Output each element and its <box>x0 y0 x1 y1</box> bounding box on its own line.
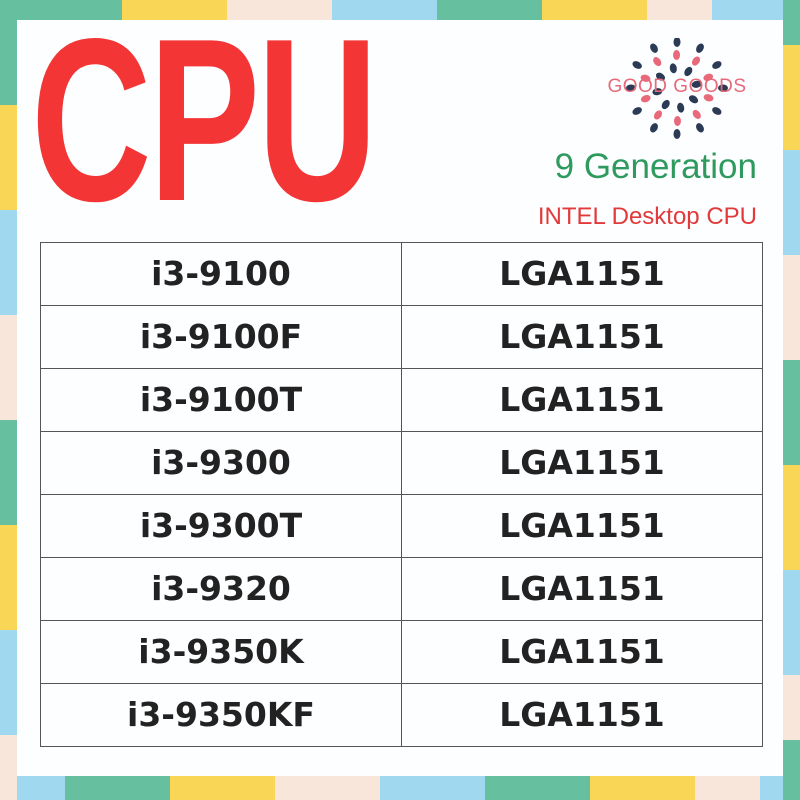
frame-left <box>0 0 17 800</box>
cell-model: i3-9350K <box>40 620 402 684</box>
logo-petal <box>712 107 722 115</box>
frame-top <box>0 0 800 20</box>
cell-socket: LGA1151 <box>401 305 763 369</box>
logo-petal <box>718 84 728 92</box>
table-row: i3-9100F LGA1151 <box>40 305 763 369</box>
table-row: i3-9100 LGA1151 <box>40 242 763 306</box>
logo-petal <box>673 115 681 126</box>
cell-socket: LGA1151 <box>401 242 763 306</box>
table-row: i3-9300T LGA1151 <box>40 494 763 558</box>
cell-socket: LGA1151 <box>401 368 763 432</box>
logo-petal <box>703 94 714 102</box>
logo-petal <box>640 94 651 103</box>
table-row: i3-9350KF LGA1151 <box>40 683 763 747</box>
cell-socket: LGA1151 <box>401 683 763 747</box>
logo-petal <box>661 99 670 110</box>
title: CPU <box>31 0 378 250</box>
cell-model: i3-9320 <box>40 557 402 621</box>
frame-right <box>783 0 800 800</box>
logo-petal <box>673 50 681 61</box>
logo-petal <box>650 43 658 53</box>
frame-bottom <box>0 776 800 800</box>
cpu-table: i3-9100 LGA1151 i3-9100F LGA1151 i3-9100T LGA… <box>40 242 763 747</box>
cell-model: i3-9100 <box>40 242 402 306</box>
logo-petal <box>653 110 663 120</box>
logo-petal <box>691 80 702 88</box>
logo-petal <box>669 63 677 74</box>
logo-petal <box>655 72 666 81</box>
brand-name: GOOD GOODS <box>607 76 747 97</box>
logo-petal <box>684 66 693 77</box>
logo-petal <box>692 109 701 119</box>
logo-petal <box>673 129 681 139</box>
logo-petal <box>677 102 685 113</box>
cell-model: i3-9300 <box>40 431 402 495</box>
logo-petal <box>632 107 642 115</box>
logo-petal <box>691 56 701 66</box>
cell-socket: LGA1151 <box>401 494 763 558</box>
content-panel: CPU GOOD GOODS 9 Generation INTEL Deskto… <box>17 0 783 776</box>
logo-petal <box>703 73 714 82</box>
logo-petal <box>696 43 704 53</box>
logo-petal <box>653 57 662 67</box>
cell-socket: LGA1151 <box>401 557 763 621</box>
table-row: i3-9320 LGA1151 <box>40 557 763 621</box>
logo-petal <box>696 123 704 133</box>
logo-petal <box>673 37 681 47</box>
brand-logo: GOOD GOODS <box>602 37 752 142</box>
flower-logo-icon <box>626 37 728 139</box>
logo-petal <box>632 61 642 69</box>
logo-petal <box>626 84 636 92</box>
logo-petal <box>688 95 699 104</box>
logo-petal <box>650 123 658 133</box>
table-row: i3-9300 LGA1151 <box>40 431 763 495</box>
logo-petal <box>712 61 722 69</box>
cell-model: i3-9100T <box>40 368 402 432</box>
logo-petal <box>640 74 651 82</box>
logo-petal <box>652 88 663 96</box>
cell-model: i3-9300T <box>40 494 402 558</box>
table-row: i3-9350K LGA1151 <box>40 620 763 684</box>
cell-socket: LGA1151 <box>401 620 763 684</box>
table-row: i3-9100T LGA1151 <box>40 368 763 432</box>
subtitle: INTEL Desktop CPU <box>537 203 757 230</box>
cell-model: i3-9350KF <box>40 683 402 747</box>
cell-model: i3-9100F <box>40 305 402 369</box>
cell-socket: LGA1151 <box>401 431 763 495</box>
generation-label: 9 Generation <box>554 147 757 186</box>
